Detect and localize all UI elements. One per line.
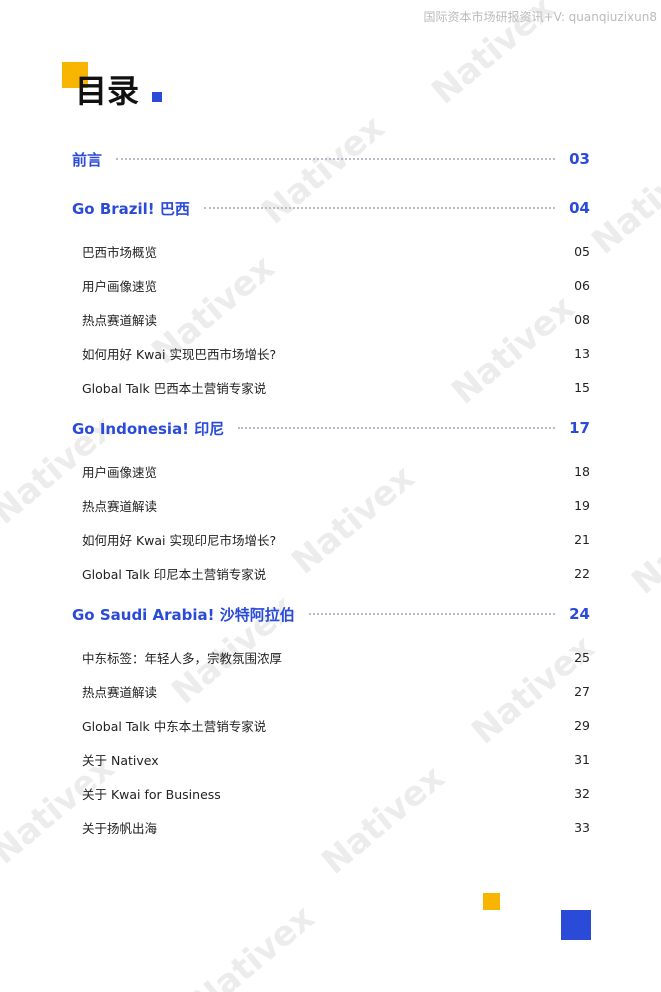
item-label: 关于扬帆出海: [82, 820, 158, 836]
decor-square: [62, 62, 88, 88]
item-label: 热点赛道解读: [82, 498, 158, 514]
toc-item: 如何用好 Kwai 实现印尼市场增长? 21: [82, 529, 590, 549]
toc-item: 关于扬帆出海 33: [82, 817, 590, 837]
section-heading: 前言 03: [72, 149, 590, 169]
decor-square: [152, 92, 162, 102]
section-page: 17: [569, 419, 590, 437]
section-heading: Go Saudi Arabia! 沙特阿拉伯 24: [72, 604, 590, 624]
toc-item: 用户画像速览 18: [82, 461, 590, 481]
watermark: Nativex: [184, 897, 323, 992]
decor-square: [561, 910, 591, 940]
watermark: Nativex: [584, 137, 661, 263]
section-page: 04: [569, 199, 590, 217]
item-page: 33: [574, 819, 590, 835]
toc-item: Global Talk 中东本土营销专家说 29: [82, 715, 590, 735]
item-label: 巴西市场概览: [82, 244, 158, 260]
item-page: 32: [574, 785, 590, 801]
decor-square: [483, 893, 500, 910]
item-label: Global Talk 中东本土营销专家说: [82, 718, 267, 734]
item-label: Global Talk 印尼本土营销专家说: [82, 566, 267, 582]
item-page: 05: [574, 243, 590, 259]
item-page: 13: [574, 345, 590, 361]
leader-dots: [203, 207, 556, 209]
page-title: 目录: [75, 72, 140, 110]
toc-item: Global Talk 巴西本土营销专家说 15: [82, 377, 590, 397]
section-page: 24: [569, 605, 590, 623]
item-label: 如何用好 Kwai 实现巴西市场增长?: [82, 346, 277, 362]
item-label: 热点赛道解读: [82, 684, 158, 700]
item-page: 22: [574, 565, 590, 581]
toc-item: 热点赛道解读 08: [82, 309, 590, 329]
item-page: 29: [574, 717, 590, 733]
toc-item: 如何用好 Kwai 实现巴西市场增长? 13: [82, 343, 590, 363]
item-label: 中东标签：年轻人多，宗教氛围浓厚: [82, 650, 283, 666]
leader-dots: [238, 427, 556, 429]
item-page: 08: [574, 311, 590, 327]
toc-item: 巴西市场概览 05: [82, 241, 590, 261]
item-page: 25: [574, 649, 590, 665]
item-page: 06: [574, 277, 590, 293]
item-page: 15: [574, 379, 590, 395]
item-page: 18: [574, 463, 590, 479]
notice: 国际资本市场研报资讯+V: quanqiuzixun8: [423, 10, 657, 24]
section-title: Go Saudi Arabia! 沙特阿拉伯: [72, 605, 295, 624]
toc-item: 关于 Kwai for Business 32: [82, 783, 590, 803]
toc-item: 热点赛道解读 19: [82, 495, 590, 515]
toc-item: 热点赛道解读 27: [82, 681, 590, 701]
leader-dots: [308, 613, 556, 615]
section-page: 03: [569, 150, 590, 168]
toc-item: 用户画像速览 06: [82, 275, 590, 295]
item-label: 关于 Kwai for Business: [82, 786, 221, 802]
item-page: 31: [574, 751, 590, 767]
item-label: Global Talk 巴西本土营销专家说: [82, 380, 267, 396]
item-label: 用户画像速览: [82, 464, 158, 480]
section-title: Go Indonesia! 印尼: [72, 419, 225, 438]
watermark: Nativex: [624, 477, 661, 603]
section-heading: Go Indonesia! 印尼 17: [72, 418, 590, 438]
item-page: 19: [574, 497, 590, 513]
item-label: 关于 Nativex: [82, 752, 159, 768]
toc-item: 中东标签：年轻人多，宗教氛围浓厚 25: [82, 647, 590, 667]
leader-dots: [116, 158, 556, 160]
item-label: 用户画像速览: [82, 278, 158, 294]
item-label: 如何用好 Kwai 实现印尼市场增长?: [82, 532, 277, 548]
item-label: 热点赛道解读: [82, 312, 158, 328]
toc-item: 关于 Nativex 31: [82, 749, 590, 769]
section-title: 前言: [72, 150, 103, 169]
section-heading: Go Brazil! 巴西 04: [72, 198, 590, 218]
toc-item: Global Talk 印尼本土营销专家说 22: [82, 563, 590, 583]
item-page: 27: [574, 683, 590, 699]
section-title: Go Brazil! 巴西: [72, 199, 190, 218]
item-page: 21: [574, 531, 590, 547]
